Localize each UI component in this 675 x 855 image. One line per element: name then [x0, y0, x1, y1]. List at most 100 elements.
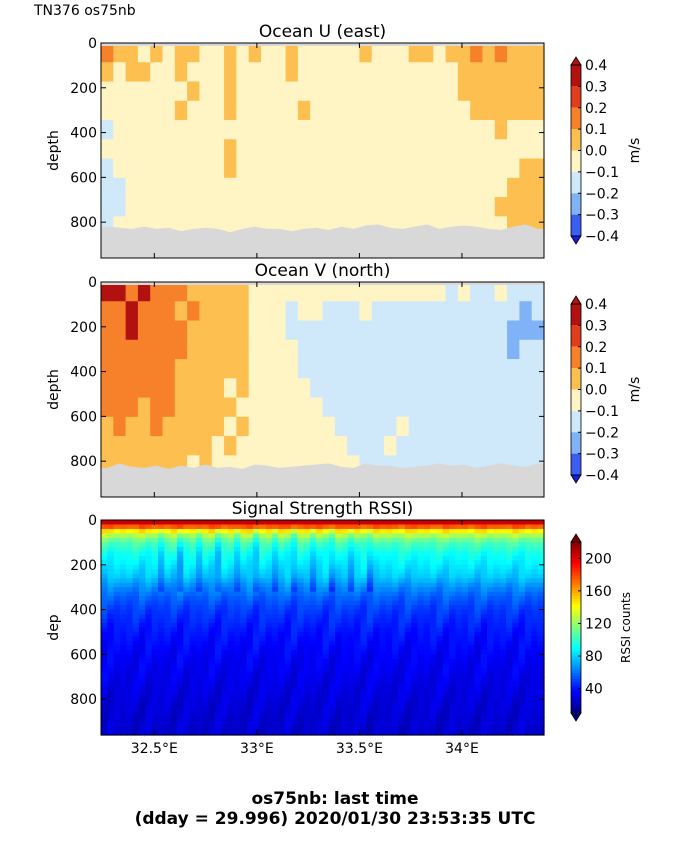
heatmap-cell [189, 717, 197, 723]
heatmap-cell [176, 573, 184, 579]
heatmap-cell [211, 416, 225, 437]
heatmap-cell [240, 636, 248, 642]
heatmap-cell [493, 600, 501, 606]
heatmap-cell [214, 587, 222, 593]
heatmap-cell [525, 645, 532, 651]
heatmap-cell [278, 690, 286, 696]
heatmap-cell [176, 618, 184, 624]
heatmap-cell [347, 524, 355, 530]
heatmap-cell [423, 578, 431, 584]
heatmap-cell [265, 663, 273, 669]
colorbar-bin [571, 658, 581, 663]
heatmap-cell [195, 685, 203, 691]
heatmap-cell [278, 546, 286, 552]
heatmap-cell [525, 591, 532, 597]
heatmap-cell [208, 672, 216, 678]
heatmap-cell [354, 569, 362, 575]
heatmap-cell [537, 663, 545, 669]
heatmap-cell [385, 537, 393, 543]
heatmap-cell [297, 339, 311, 360]
heatmap-cell [455, 520, 463, 526]
heatmap-cell [176, 546, 184, 552]
heatmap-cell [404, 609, 412, 615]
heatmap-cell [265, 596, 273, 602]
heatmap-cell [164, 533, 172, 539]
heatmap-cell [145, 614, 153, 620]
heatmap-cell [347, 654, 355, 660]
heatmap-cell [449, 537, 456, 543]
heatmap-cell [328, 528, 336, 535]
heatmap-cell [164, 726, 172, 732]
heatmap-cell [417, 676, 425, 682]
heatmap-cell [531, 542, 539, 548]
heatmap-cell [341, 712, 349, 718]
heatmap-cell [150, 62, 164, 83]
heatmap-cell [482, 62, 496, 83]
heatmap-cell [442, 690, 450, 696]
heatmap-cell [455, 605, 463, 611]
heatmap-cell [170, 685, 178, 691]
heatmap-cell [385, 658, 393, 664]
heatmap-cell [433, 120, 447, 140]
heatmap-cell [537, 645, 545, 651]
heatmap-cell [507, 436, 520, 456]
heatmap-cell [265, 573, 273, 579]
heatmap-cell [290, 694, 298, 700]
heatmap-cell [290, 569, 298, 575]
heatmap-cell [499, 520, 507, 526]
heatmap-cell [385, 681, 393, 687]
heatmap-cell [236, 359, 250, 379]
heatmap-cell [537, 658, 545, 664]
heatmap-cell [430, 658, 438, 664]
heatmap-cell [297, 546, 305, 552]
plot-frame [100, 519, 545, 736]
heatmap-cell [449, 600, 456, 606]
heatmap-cell [240, 649, 248, 655]
heatmap-cell [297, 614, 305, 620]
heatmap-cell [507, 81, 520, 102]
heatmap-cell [328, 654, 336, 660]
heatmap-cell [322, 712, 330, 718]
heatmap-cell [208, 631, 216, 638]
heatmap-cell [132, 582, 140, 588]
heatmap-cell [493, 663, 501, 669]
heatmap-cell [537, 654, 545, 660]
heatmap-cell [373, 658, 381, 664]
heatmap-cell [271, 645, 279, 651]
heatmap-cell [445, 301, 459, 322]
heatmap-cell [164, 618, 172, 624]
heatmap-cell [271, 564, 279, 570]
heatmap-cell [334, 43, 348, 63]
heatmap-cell [392, 605, 400, 611]
heatmap-cell [101, 681, 108, 687]
heatmap-cell [151, 618, 159, 624]
heatmap-cell [259, 569, 267, 575]
heatmap-cell [151, 681, 159, 687]
heatmap-cell [265, 708, 273, 714]
heatmap-cell [404, 537, 412, 543]
heatmap-cell [151, 582, 159, 588]
heatmap-cell [284, 623, 292, 629]
heatmap-cell [512, 663, 520, 669]
heatmap-cell [322, 591, 330, 597]
heatmap-cell [385, 533, 393, 539]
heatmap-cell [335, 605, 343, 611]
heatmap-cell [420, 397, 434, 418]
heatmap-cell [417, 555, 425, 561]
heatmap-cell [107, 555, 115, 561]
heatmap-cell [531, 339, 545, 360]
heatmap-cell [468, 623, 475, 629]
heatmap-cell [183, 569, 191, 575]
heatmap-cell [101, 62, 114, 83]
heatmap-cell [107, 600, 115, 606]
heatmap-cell [461, 645, 469, 651]
heatmap-cell [246, 721, 254, 727]
heatmap-cell [482, 339, 496, 360]
colorbar-tick-label: 0.3 [585, 318, 607, 334]
heatmap-cell [360, 528, 368, 535]
heatmap-cell [347, 139, 361, 160]
heatmap-cell [411, 645, 419, 651]
heatmap-cell [373, 690, 381, 696]
heatmap-cell [126, 605, 134, 611]
heatmap-cell [252, 564, 260, 570]
